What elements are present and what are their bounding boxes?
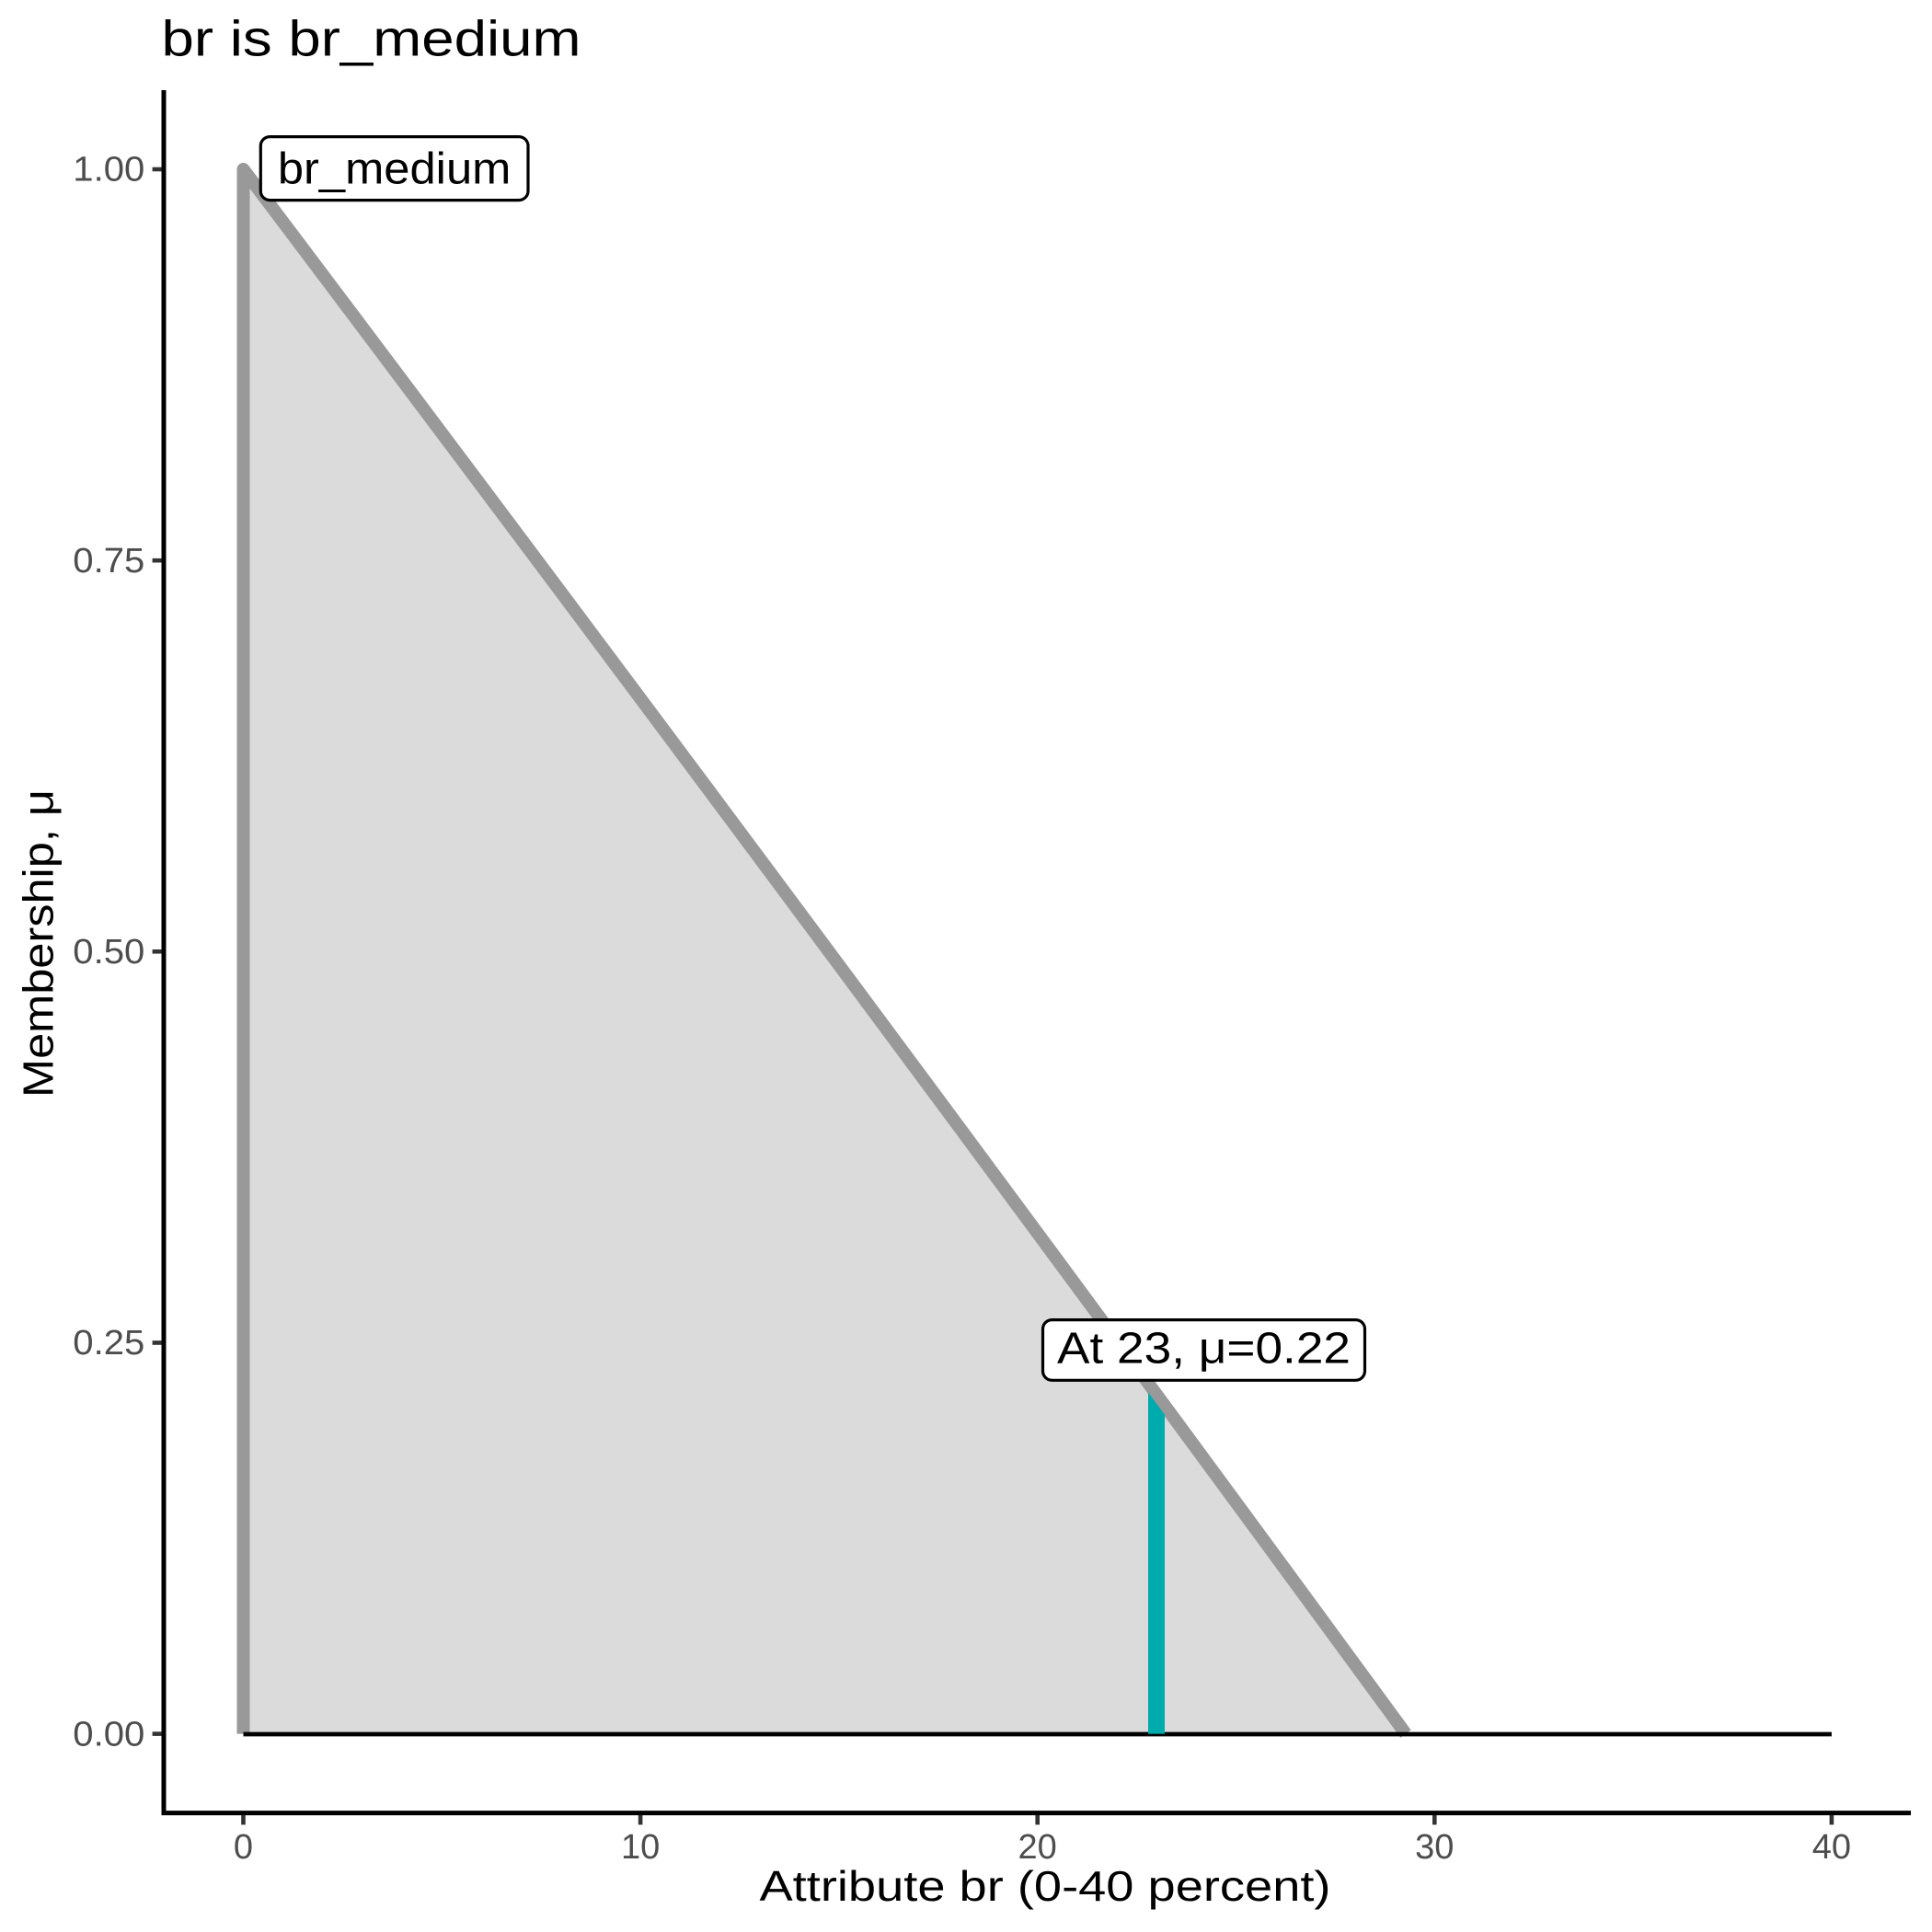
svg-text:At 23, μ=0.22: At 23, μ=0.22 (1057, 1325, 1351, 1374)
svg-text:br is br_medium: br is br_medium (162, 10, 581, 67)
svg-text:1.00: 1.00 (73, 151, 144, 190)
svg-text:Attribute br (0-40 percent): Attribute br (0-40 percent) (760, 1862, 1331, 1910)
svg-text:20: 20 (1018, 1828, 1057, 1867)
svg-text:0.00: 0.00 (73, 1715, 144, 1754)
svg-text:Membership, μ: Membership, μ (15, 789, 63, 1098)
svg-text:br_medium: br_medium (278, 145, 512, 194)
svg-text:0: 0 (234, 1828, 253, 1867)
svg-text:10: 10 (621, 1828, 660, 1867)
svg-text:30: 30 (1415, 1828, 1454, 1867)
svg-text:0.25: 0.25 (73, 1324, 144, 1363)
svg-text:40: 40 (1812, 1828, 1851, 1867)
svg-text:0.50: 0.50 (73, 933, 144, 972)
svg-text:0.75: 0.75 (73, 542, 144, 581)
